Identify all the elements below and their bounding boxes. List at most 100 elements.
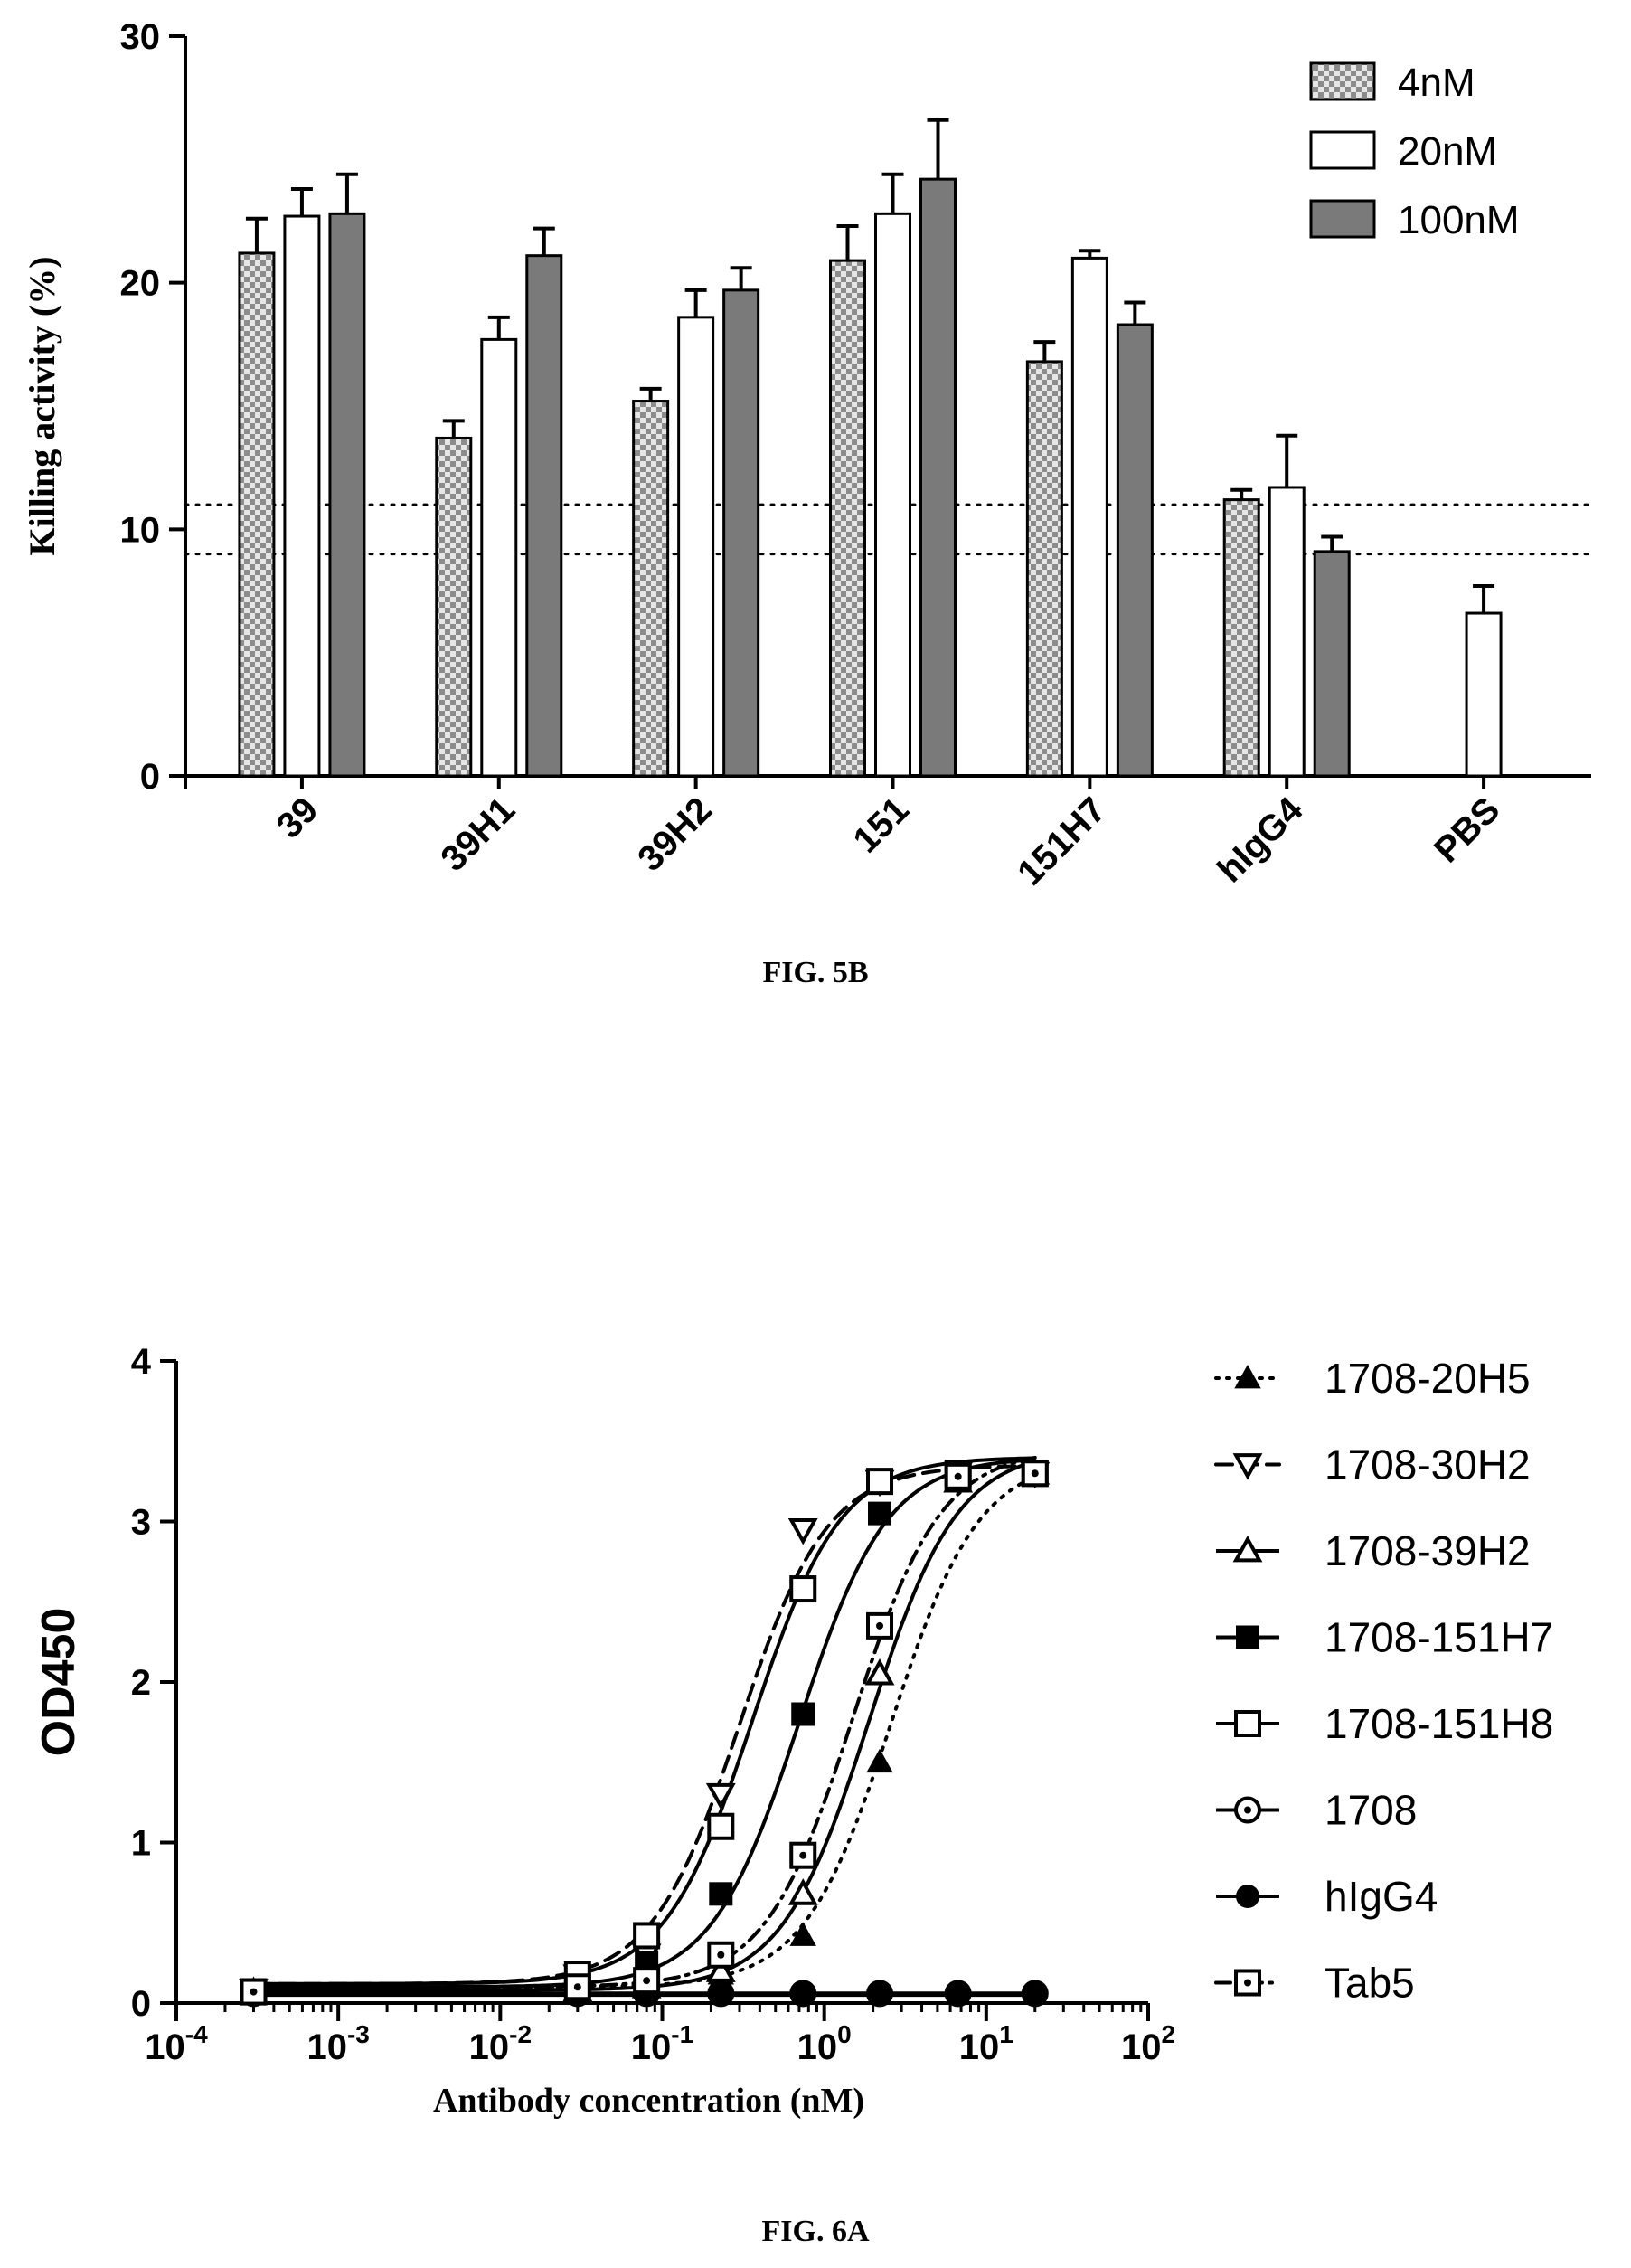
point-1708-151H8: [866, 1468, 894, 1496]
y-tick-label: 10: [120, 510, 161, 550]
point-1708-39H2: [864, 1658, 895, 1686]
legend-marker-1708-30H2: [1232, 1453, 1263, 1480]
x-tick-label: 39H1: [433, 789, 523, 879]
point-Tab5: [563, 1973, 591, 2001]
legend-label: 1708-151H7: [1325, 1614, 1553, 1661]
bar-20nM-hIgG4: [1268, 486, 1306, 778]
bar-100nM-hIgG4: [1313, 550, 1351, 778]
legend-marker-1708-151H8: [1234, 1710, 1261, 1737]
bar-20nM-151: [874, 212, 911, 778]
point-1708-20H5: [866, 1748, 893, 1773]
point-1708-151H7: [709, 1882, 733, 1906]
point-1708-151H7: [791, 1702, 816, 1726]
bar-20nM-39: [283, 214, 321, 778]
legend-label: hIgG4: [1325, 1873, 1438, 1920]
point-1708-39H2: [787, 1878, 818, 1905]
y-tick-label: 0: [140, 757, 160, 797]
y-tick-label: 20: [120, 264, 161, 304]
legend-marker-1708-39H2: [1232, 1535, 1263, 1563]
point-hIgG4: [946, 1983, 970, 2008]
x-axis-label: Antibody concentration (nM): [433, 2082, 864, 2120]
curve-1708-20H5: [251, 1475, 1037, 1989]
legend-marker-1708-20H5: [1234, 1364, 1261, 1389]
point-Tab5: [1021, 1460, 1049, 1488]
x-tick-label: 10-3: [306, 2020, 369, 2067]
point-Tab5: [707, 1941, 735, 1969]
marker-dot: [1031, 1469, 1039, 1478]
bar-100nM-39H1: [525, 254, 563, 778]
x-tick-label: 10-2: [469, 2020, 532, 2067]
legend-label: 1708-30H2: [1325, 1441, 1531, 1488]
figure-6a-label: FIG. 6A: [762, 2215, 870, 2248]
legend-label: 4nM: [1398, 61, 1475, 105]
y-tick-label: 4: [131, 1342, 152, 1382]
bar-4nM-39: [238, 251, 276, 778]
legend-marker-Tab5: [1234, 1969, 1261, 1997]
bar-20nM-PBS: [1465, 611, 1503, 778]
point-hIgG4: [1023, 1983, 1047, 2008]
point-Tab5: [240, 1978, 268, 2006]
legend-label: 100nM: [1398, 198, 1520, 242]
point-1708-30H2: [787, 1517, 818, 1545]
y-axis-label: OD450: [33, 1608, 85, 1757]
marker-dot: [250, 1988, 258, 1996]
legend-swatch-100nM: [1309, 199, 1376, 239]
y-tick-label: 30: [120, 17, 161, 57]
x-tick-label: 151: [846, 789, 917, 860]
x-tick-label: 10-1: [631, 2020, 693, 2067]
point-1708-151H8: [633, 1922, 661, 1950]
x-tick-label: PBS: [1427, 789, 1507, 870]
marker-square: [1234, 1969, 1261, 1997]
point-hIgG4: [709, 1983, 733, 2008]
point-Tab5: [633, 1967, 661, 1995]
bar-100nM-151H7: [1116, 323, 1154, 778]
bar-100nM-151: [919, 177, 957, 778]
curve-1708-39H2: [253, 1460, 1036, 1992]
x-tick-label: 39: [269, 789, 326, 846]
bar-20nM-151H7: [1070, 256, 1108, 778]
legend-marker-1708-151H7: [1236, 1625, 1259, 1649]
legend-swatch-20nM: [1309, 130, 1376, 170]
point-Tab5: [944, 1462, 972, 1490]
curve-1708-151H7: [253, 1458, 1035, 1989]
legend-label: 1708-20H5: [1325, 1355, 1531, 1402]
od450-dose-response-chart: 0 1 2 3 4 10-4 10-3 10-2 10-1 100 101 102 Antibody c…: [33, 1342, 1553, 2120]
x-tick-label: 102: [1121, 2020, 1175, 2067]
point-1708-30H2: [705, 1782, 736, 1810]
bar-20nM-39H2: [677, 316, 715, 778]
legend-label: 20nM: [1398, 129, 1497, 174]
figure-5b-label: FIG. 5B: [762, 956, 868, 989]
marker-dot: [876, 1621, 884, 1630]
point-Tab5: [866, 1611, 894, 1640]
legend-label: 1708-39H2: [1325, 1527, 1531, 1574]
bar-100nM-39H2: [722, 288, 760, 778]
marker-dot: [799, 1851, 807, 1859]
bar-4nM-151H7: [1025, 360, 1063, 778]
marker-dot: [643, 1977, 651, 1985]
point-1708-20H5: [789, 1922, 816, 1946]
legend-swatch-4nM: [1309, 61, 1376, 101]
legend-marker-hIgG4: [1236, 1885, 1259, 1908]
y-tick-label: 2: [131, 1663, 151, 1703]
bar-20nM-39H1: [480, 337, 518, 778]
marker-dot: [573, 1983, 581, 1991]
legend-label: 1708-151H8: [1325, 1700, 1553, 1747]
point-Tab5: [789, 1841, 817, 1869]
marker-dot: [1244, 1979, 1251, 1987]
y-tick-label: 0: [131, 1984, 151, 2024]
point-hIgG4: [791, 1983, 816, 2008]
point-1708-151H8: [789, 1575, 817, 1603]
marker-dot: [954, 1472, 962, 1480]
curve-1708-30H2: [251, 1464, 1037, 1986]
marker-dot: [717, 1951, 725, 1959]
killing-activity-bar-chart: 0 10 20 30 Killing activity (%) 39 39H1 39H2 151…: [22, 17, 1593, 893]
x-tick-label: 10-4: [145, 2020, 208, 2067]
curve-Tab5: [251, 1455, 1037, 1989]
x-tick-label: hIgG4: [1210, 789, 1311, 891]
x-tick-label: 101: [959, 2020, 1013, 2067]
bar-100nM-39: [328, 212, 366, 778]
x-tick-label: 151H7: [1010, 789, 1113, 893]
legend-label: 1708: [1325, 1787, 1417, 1834]
point-1708-151H8: [707, 1812, 735, 1840]
